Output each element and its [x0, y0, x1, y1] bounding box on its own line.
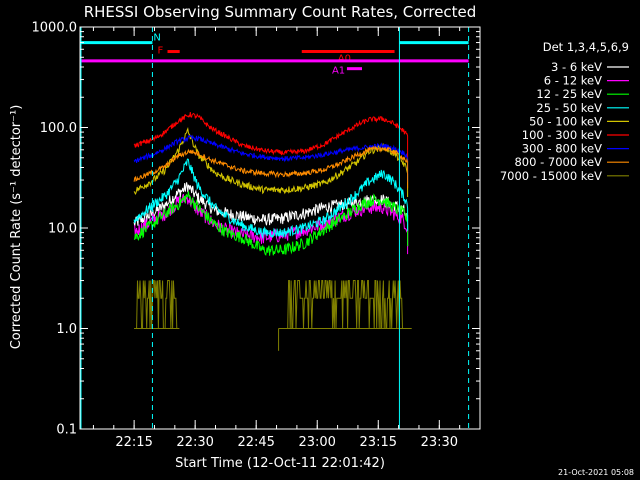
y-tick-label: 1.0: [56, 322, 77, 337]
flag-label-a1: A1: [332, 66, 345, 77]
legend-header: Det 1,3,4,5,6,9: [543, 40, 629, 54]
series-line: [133, 158, 409, 240]
ticks-layer: 0.1 1.0 10.0 100.0 1000.0 22:15 22:30 22:45 23:0…: [32, 21, 480, 450]
x-tick-label: 23:00: [298, 435, 335, 450]
series-25-50-kev: [133, 158, 409, 240]
series-7000-15000-kev: [134, 280, 412, 351]
x-tick-label: 22:45: [237, 435, 274, 450]
y-tick-label: 1000.0: [32, 21, 78, 36]
legend-label: 800 - 7000 keV: [514, 155, 602, 169]
legend-label: 7000 - 15000 keV: [500, 169, 602, 183]
y-tick-label: 10.0: [48, 222, 77, 237]
y-axis-label: Corrected Count Rate (s⁻¹ detector⁻¹): [9, 105, 24, 350]
x-tick-label: 22:15: [115, 435, 152, 450]
y-tick-label: 100.0: [40, 121, 77, 136]
series-12-25-kev: [133, 191, 409, 256]
series-segment-1: [278, 280, 412, 329]
legend-label: 50 - 100 keV: [529, 114, 602, 128]
x-tick-label: 22:30: [176, 435, 213, 450]
series-line: [133, 112, 409, 163]
legend-label: 6 - 12 keV: [544, 74, 602, 88]
x-tick-label: 23:30: [421, 435, 458, 450]
series-300-800-kev: [133, 134, 409, 183]
x-tick-label: 23:15: [360, 435, 397, 450]
flag-label-f: F: [157, 46, 163, 57]
legend-label: 100 - 300 keV: [522, 128, 602, 142]
series-line: [133, 134, 409, 183]
flag-label-a0: A0: [338, 54, 351, 65]
x-axis-label: Start Time (12-Oct-11 22:01:42): [175, 456, 385, 471]
chart-title: RHESSI Observing Summary Count Rates, Co…: [84, 3, 477, 21]
legend-label: 25 - 50 keV: [536, 101, 602, 115]
legend-label: 12 - 25 keV: [536, 87, 602, 101]
legend-label: 3 - 6 keV: [551, 60, 602, 74]
series-800-7000-kev: [133, 145, 409, 189]
series-line: [133, 191, 409, 256]
series-layer: [133, 112, 412, 351]
footer-timestamp: 21-Oct-2021 05:08: [558, 468, 634, 477]
series-line: [133, 145, 409, 189]
y-tick-label: 0.1: [56, 423, 77, 438]
flag-label-n: N: [153, 33, 160, 44]
legend-label: 300 - 800 keV: [522, 142, 602, 156]
series-100-300-kev: [133, 112, 409, 163]
